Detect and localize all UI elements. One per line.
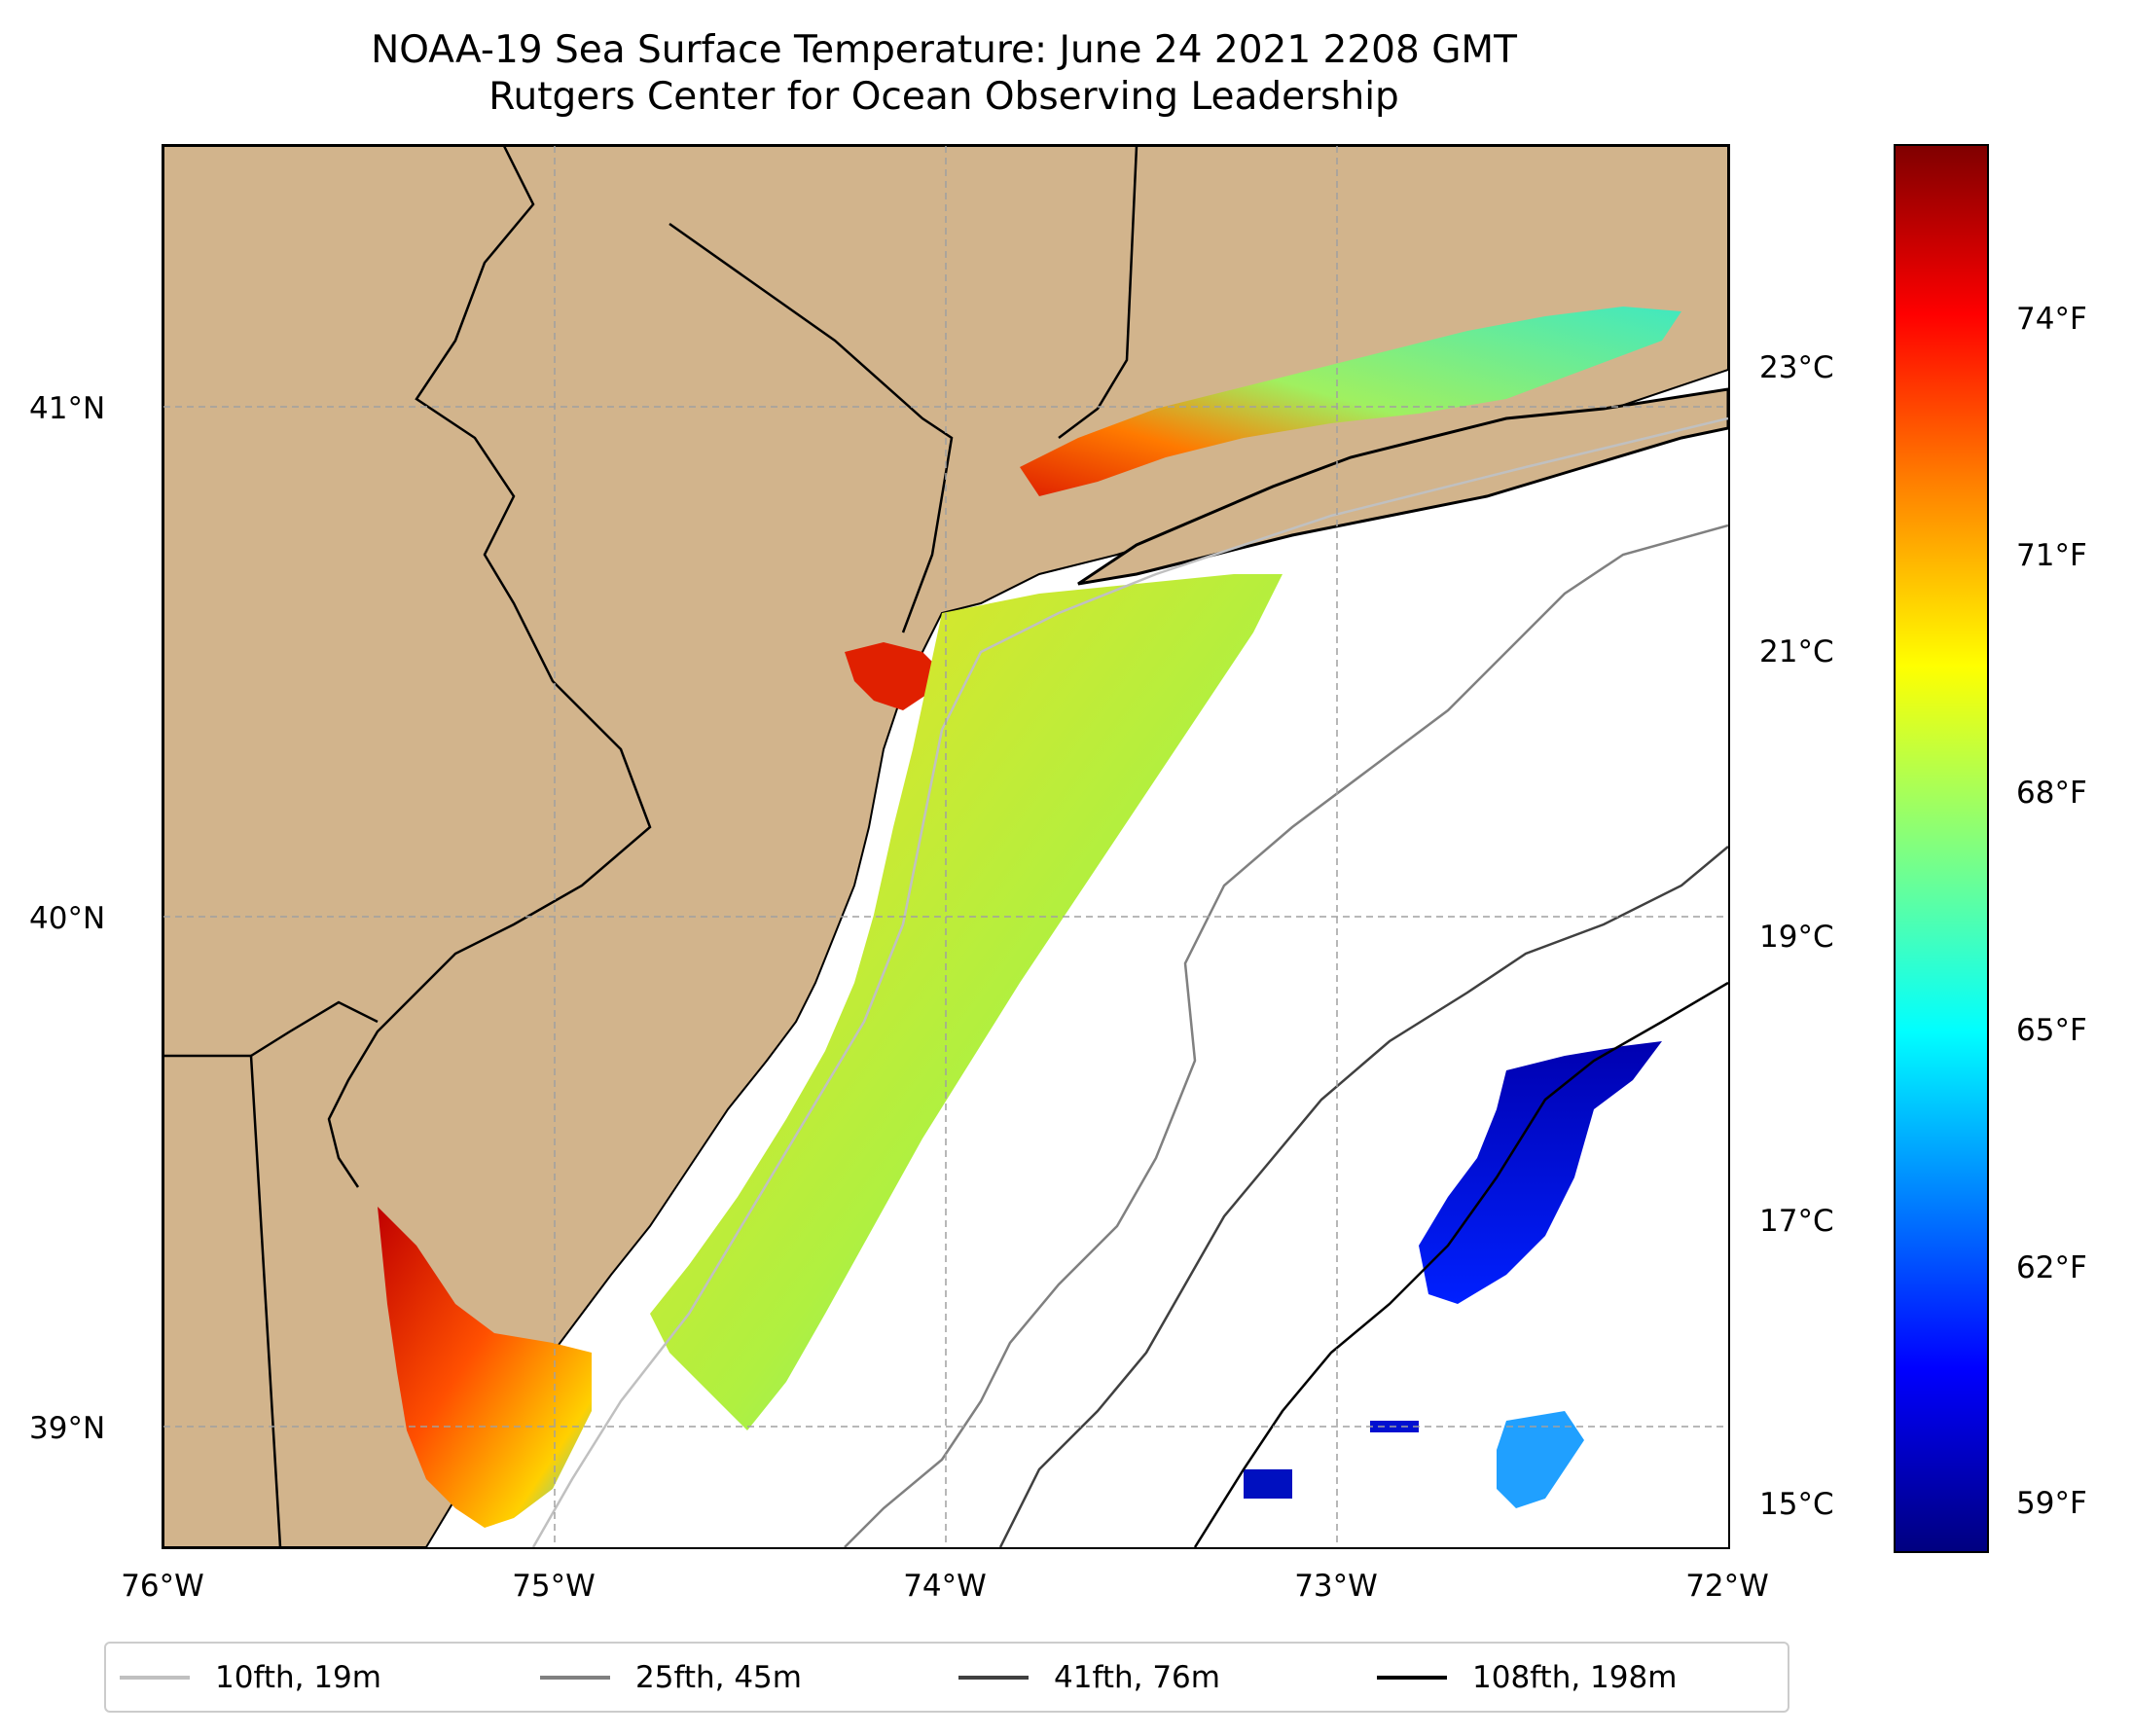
celsius-label-17: 17°C <box>1759 1204 1834 1239</box>
legend-swatch-10fth <box>120 1675 190 1680</box>
delaware-bay <box>378 1207 592 1528</box>
fahrenheit-label-59: 59°F <box>2016 1486 2087 1521</box>
sst-coastal-plume <box>650 574 1283 1430</box>
lon-label-76w: 76°W <box>121 1569 204 1604</box>
contour-10fth <box>531 416 1728 1547</box>
long-island-sound <box>1020 307 1681 496</box>
legend-entry-108fth: 108fth, 198m <box>1377 1644 1677 1711</box>
legend-swatch-25fth <box>540 1675 610 1680</box>
lon-label-75w: 75°W <box>512 1569 596 1604</box>
fahrenheit-label-68: 68°F <box>2016 776 2087 811</box>
legend-label-10fth: 10fth, 19m <box>215 1659 381 1695</box>
sst-cold-patch-1 <box>1419 1041 1662 1304</box>
legend-swatch-108fth <box>1377 1675 1447 1680</box>
sst-cold-patch-3 <box>1244 1469 1292 1499</box>
legend-swatch-41fth <box>958 1675 1029 1680</box>
celsius-label-15: 15°C <box>1759 1487 1834 1522</box>
celsius-label-21: 21°C <box>1759 634 1834 669</box>
contour-25fth <box>844 524 1728 1547</box>
legend-entry-10fth: 10fth, 19m <box>120 1644 381 1711</box>
legend-label-108fth: 108fth, 198m <box>1472 1659 1678 1695</box>
gridlines <box>163 146 1728 1547</box>
contour-108fth <box>1193 981 1728 1547</box>
chart-title: NOAA-19 Sea Surface Temperature: June 24… <box>0 27 1888 121</box>
colorbar <box>1894 144 1989 1553</box>
raritan-bay <box>845 642 942 710</box>
contour-41fth <box>998 846 1728 1547</box>
fahrenheit-label-71: 71°F <box>2016 538 2087 573</box>
legend-label-25fth: 25fth, 45m <box>635 1659 802 1695</box>
fahrenheit-label-74: 74°F <box>2016 302 2087 337</box>
lon-label-74w: 74°W <box>903 1569 987 1604</box>
legend: 10fth, 19m 25fth, 45m 41fth, 76m 108fth,… <box>104 1642 1789 1713</box>
celsius-label-23: 23°C <box>1759 350 1834 385</box>
legend-label-41fth: 41fth, 76m <box>1054 1659 1220 1695</box>
sst-cold-patch-2 <box>1497 1411 1584 1508</box>
title-line-1: NOAA-19 Sea Surface Temperature: June 24… <box>371 28 1517 72</box>
lon-label-73w: 73°W <box>1294 1569 1378 1604</box>
fahrenheit-label-62: 62°F <box>2016 1250 2087 1285</box>
map-svg <box>163 146 1728 1547</box>
legend-entry-25fth: 25fth, 45m <box>540 1644 802 1711</box>
fahrenheit-label-65: 65°F <box>2016 1013 2087 1048</box>
land-long-island <box>1077 387 1728 586</box>
state-border-pa-de <box>250 1000 379 1058</box>
lat-label-40n: 40°N <box>29 901 106 936</box>
map-panel <box>162 144 1730 1549</box>
lat-label-41n: 41°N <box>29 391 106 426</box>
state-border-nj-ny <box>669 222 954 633</box>
legend-entry-41fth: 41fth, 76m <box>958 1644 1220 1711</box>
lon-label-72w: 72°W <box>1685 1569 1769 1604</box>
celsius-label-19: 19°C <box>1759 920 1834 955</box>
state-border-nj-pa <box>327 146 652 1188</box>
title-line-2: Rutgers Center for Ocean Observing Leade… <box>488 75 1399 119</box>
lat-label-39n: 39°N <box>29 1411 106 1446</box>
state-border-ny-ct <box>1058 146 1138 439</box>
